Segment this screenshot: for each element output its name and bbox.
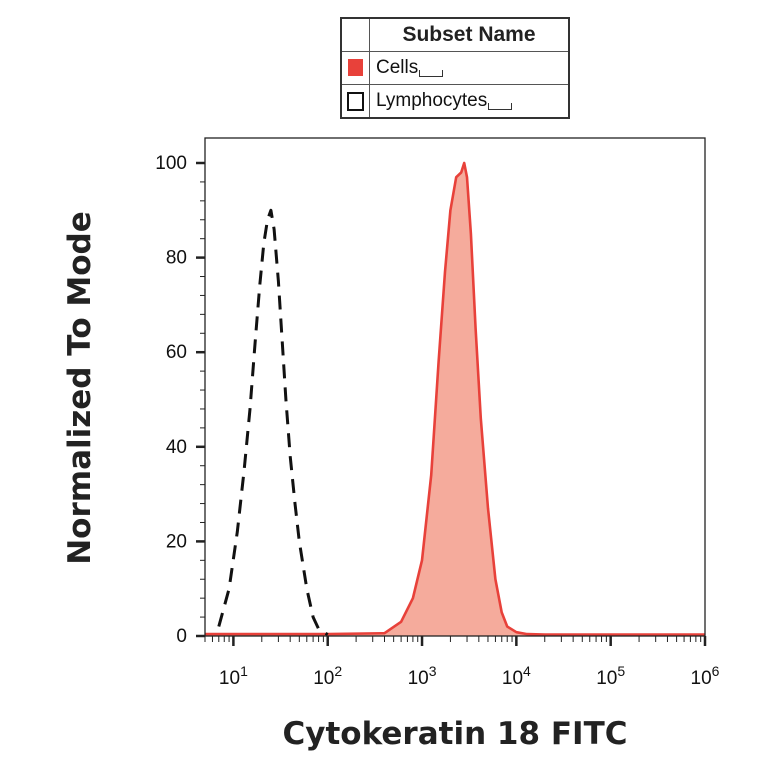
legend-label-cell: Cells	[369, 51, 570, 85]
x-tick-label: 104	[502, 663, 531, 689]
legend-label-lymphocytes: Lymphocytes	[376, 90, 488, 111]
x-tick-label: 105	[596, 663, 625, 689]
y-tick-label: 20	[166, 531, 187, 552]
x-tick-label: 101	[219, 663, 248, 689]
x-axis-title: Cytokeratin 18 FITC	[283, 716, 628, 752]
series-layer	[205, 161, 705, 636]
legend-swatch-cell	[340, 51, 370, 85]
y-tick-label: 40	[166, 437, 187, 458]
y-tick-label: 60	[166, 342, 187, 363]
legend-label-cell: Lymphocytes	[369, 84, 570, 119]
plot-frame	[204, 137, 706, 637]
outline-swatch-icon	[347, 91, 364, 111]
legend-row-cells: Cells	[340, 51, 570, 85]
legend-row-lymphocytes: Lymphocytes	[340, 84, 570, 119]
gate-bracket-icon	[419, 70, 444, 77]
x-tick-label: 103	[408, 663, 437, 689]
legend-header-row: Subset Name	[340, 17, 570, 52]
y-tick-label: 80	[166, 248, 187, 269]
filled-swatch-icon	[348, 59, 363, 77]
legend-label-cells: Cells	[376, 57, 419, 78]
axes-layer: 0 20 40 60 80 100 101 102 103 104 105 106	[155, 153, 719, 689]
legend-table: Subset Name Cells Lymphocytes	[340, 17, 570, 119]
series-lymphocytes-line	[217, 208, 329, 636]
y-axis-title: Normalized To Mode	[62, 211, 98, 565]
y-tick-label: 100	[155, 153, 187, 174]
gate-bracket-icon	[488, 103, 513, 110]
legend-swatch-cell	[340, 84, 370, 119]
series-cells-line	[205, 161, 705, 636]
x-tick-label: 106	[691, 663, 720, 689]
legend-header: Subset Name	[369, 17, 570, 52]
x-tick-label: 102	[313, 663, 342, 689]
series-cells-area	[205, 163, 705, 636]
y-tick-label: 0	[176, 626, 187, 647]
